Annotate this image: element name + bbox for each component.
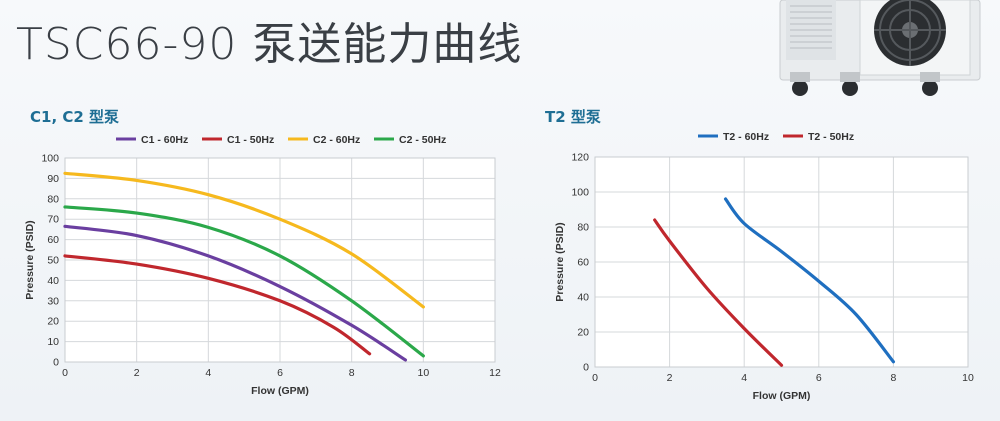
t-pumps-y-tick-label: 100: [571, 187, 589, 199]
c-pumps-x-tick-label: 12: [489, 367, 501, 379]
c-pumps-y-tick-label: 50: [47, 255, 59, 267]
t-pumps-x-tick-label: 8: [890, 372, 896, 384]
t-pumps-y-tick-label: 40: [577, 292, 589, 304]
c-pumps-y-tick-label: 0: [53, 357, 59, 369]
c-pumps-x-axis-label: Flow (GPM): [251, 385, 309, 397]
c-pumps-series-line-1: [63, 254, 372, 356]
c-pumps-legend-label-1: C1 - 50Hz: [227, 134, 274, 146]
c-pumps-x-tick-label: 4: [205, 367, 211, 379]
t-pumps-series-line-1: [653, 218, 784, 367]
t-pumps-y-axis-label: Pressure (PSID): [554, 222, 566, 301]
c-pumps-y-axis-label: Pressure (PSID): [24, 220, 36, 299]
chart-title-c-pumps: C1, C2 型泵: [30, 108, 120, 126]
t-pumps-y-tick-label: 80: [577, 222, 589, 234]
c-pumps-y-tick-label: 60: [47, 234, 59, 246]
t-pumps-series-line-0: [723, 197, 895, 364]
t-pumps-x-axis-label: Flow (GPM): [753, 390, 811, 402]
c-pumps-y-tick-label: 80: [47, 193, 59, 205]
t-pumps-y-tick-label: 60: [577, 257, 589, 269]
t-pumps-x-tick-label: 0: [592, 372, 598, 384]
c-pumps-y-tick-label: 10: [47, 336, 59, 348]
t-pumps-legend-label-1: T2 - 50Hz: [808, 131, 854, 143]
c-pumps-y-tick-label: 90: [47, 173, 59, 185]
c-pumps-x-tick-label: 10: [417, 367, 429, 379]
t-pumps-y-tick-label: 0: [583, 362, 589, 374]
c-pumps-y-tick-label: 100: [41, 153, 59, 165]
t-pumps-legend-label-0: T2 - 60Hz: [723, 131, 769, 143]
page-title: TSC66-90 泵送能力曲线: [16, 19, 523, 70]
c-pumps-y-tick-label: 30: [47, 295, 59, 307]
t-pumps-x-tick-label: 10: [962, 372, 974, 384]
t-pumps-y-tick-label: 120: [571, 152, 589, 164]
c-pumps-series-line-2: [63, 171, 425, 309]
c-pumps-x-tick-label: 2: [134, 367, 140, 379]
chiller-unit-photo: [779, 0, 981, 96]
c-pumps-legend-label-2: C2 - 60Hz: [313, 134, 360, 146]
t-pumps-y-tick-label: 20: [577, 327, 589, 339]
c-pumps-x-tick-label: 6: [277, 367, 283, 379]
c-pumps-legend-label-0: C1 - 60Hz: [141, 134, 188, 146]
c-pumps-y-tick-label: 40: [47, 275, 59, 287]
c-pumps-x-tick-label: 0: [62, 367, 68, 379]
t-pumps-x-tick-label: 4: [741, 372, 747, 384]
c-pumps-x-tick-label: 8: [349, 367, 355, 379]
t-pumps-x-tick-label: 6: [816, 372, 822, 384]
t-pumps-x-tick-label: 2: [667, 372, 673, 384]
c-pumps-legend-label-3: C2 - 50Hz: [399, 134, 446, 146]
c-pumps-series-line-3: [63, 205, 425, 358]
chart-title-t-pumps: T2 型泵: [545, 108, 601, 126]
t-pumps-plot-border: [594, 156, 969, 368]
c-pumps-y-tick-label: 20: [47, 316, 59, 328]
c-pumps-plot-border: [64, 157, 496, 363]
c-pumps-series-line-0: [63, 224, 408, 362]
c-pumps-y-tick-label: 70: [47, 214, 59, 226]
